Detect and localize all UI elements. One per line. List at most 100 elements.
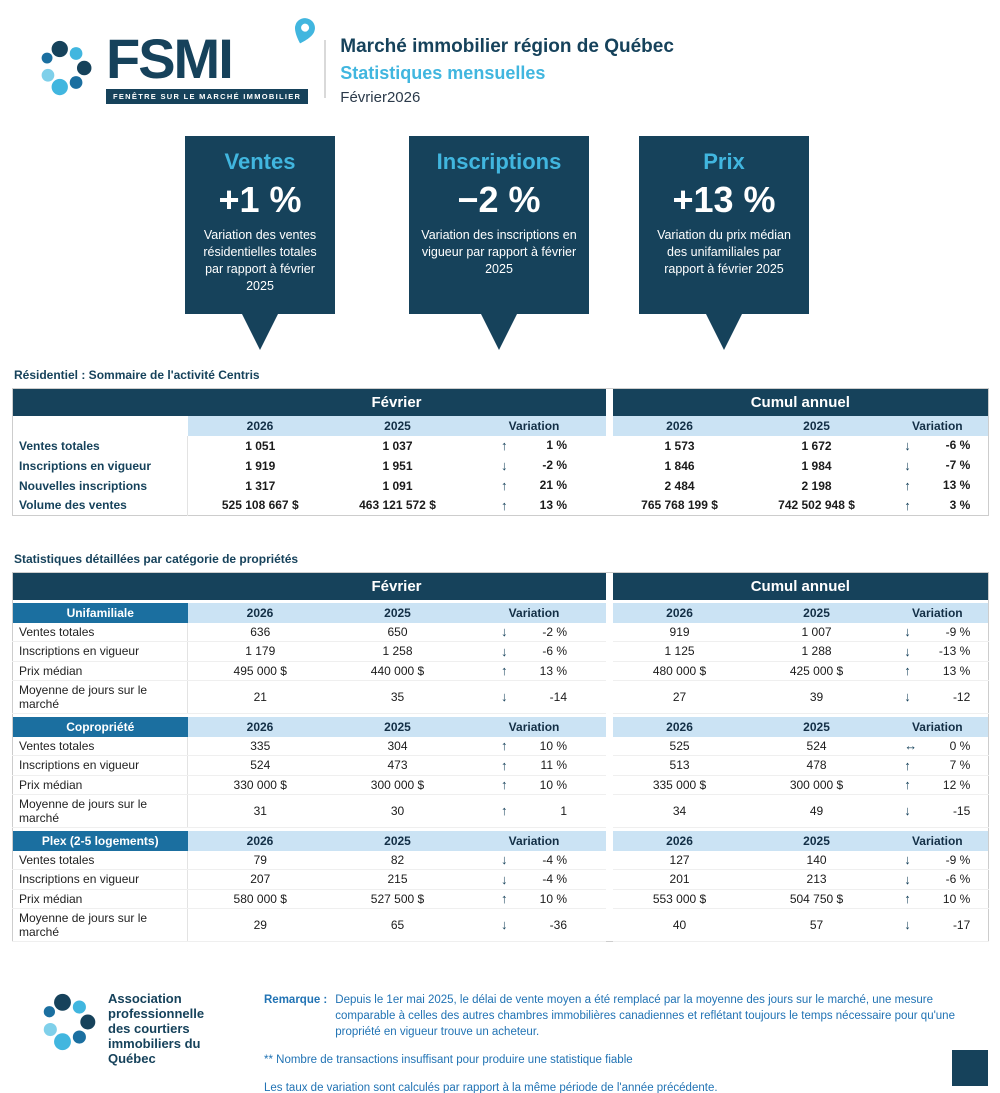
corner-square xyxy=(952,1050,988,1086)
trend-arrow-icon: ↑ xyxy=(501,437,508,453)
trend-arrow-icon: ↑ xyxy=(501,497,508,513)
trend-arrow-icon: ↓ xyxy=(501,689,508,705)
table-row: Prix médian 495 000 $ 440 000 $ ↑ 13 % 48… xyxy=(12,661,989,681)
value-cell: 636 xyxy=(187,622,333,642)
table-gap xyxy=(605,889,613,909)
row-label: Moyenne de jours sur le marché xyxy=(12,794,188,828)
table-gap xyxy=(605,908,613,942)
callout-label: Prix xyxy=(703,149,745,174)
value-cell: 127 xyxy=(612,850,747,870)
value-cell: 207 xyxy=(187,869,333,890)
trend-arrow-icon: ↓ xyxy=(501,624,508,639)
variation-cell: ↓ -15 xyxy=(886,794,989,828)
year-column-header: 2026 xyxy=(612,415,747,436)
row-label: Ventes totales xyxy=(12,435,188,456)
apciq-logo: Association professionnelle des courtier… xyxy=(40,991,220,1067)
table-gap xyxy=(605,869,613,889)
value-cell: 553 000 $ xyxy=(612,889,747,909)
table-gap xyxy=(605,622,613,642)
variation-cell: ↓ -6 % xyxy=(886,869,989,890)
table-row: Prix médian 580 000 $ 527 500 $ ↑ 10 % 55… xyxy=(12,889,989,909)
variation-cell: ↑ 1 % xyxy=(463,436,606,456)
header-divider xyxy=(324,40,327,98)
table-row: Moyenne de jours sur le marché 29 65 ↓ -3… xyxy=(12,908,989,942)
row-label: Inscriptions en vigueur xyxy=(12,641,188,662)
table-row: Volume des ventes 525 108 667 $ 463 121 … xyxy=(12,495,989,516)
table-row: Moyenne de jours sur le marché 21 35 ↓ -1… xyxy=(12,680,989,714)
year-column-header: 2025 xyxy=(332,830,463,851)
value-cell: 1 846 xyxy=(664,458,695,473)
variation-column-header: Variation xyxy=(462,602,606,623)
table-gap xyxy=(605,850,613,870)
brand-logo: FSMI FENÊTRE SUR LE MARCHÉ IMMOBILIER xyxy=(38,18,316,105)
trend-arrow-icon: ↓ xyxy=(904,803,911,819)
variation-value: -15 xyxy=(952,803,971,818)
table-gap xyxy=(605,602,613,623)
value-cell: 765 768 199 $ xyxy=(641,498,718,513)
value-cell: 742 502 948 $ xyxy=(778,498,855,513)
variation-cell: ↓ -12 xyxy=(886,680,989,714)
value-cell: 300 000 $ xyxy=(332,775,463,795)
year-column-header: 2025 xyxy=(746,716,887,737)
table-gap xyxy=(605,388,613,416)
table-row: Prix médian 330 000 $ 300 000 $ ↑ 10 % 33… xyxy=(12,775,989,795)
row-label: Ventes totales xyxy=(12,622,188,642)
year-column-header: 2026 xyxy=(612,602,747,623)
row-label: Prix médian xyxy=(12,775,188,795)
row-label: Inscriptions en vigueur xyxy=(12,455,188,476)
table-gap xyxy=(605,775,613,795)
trend-arrow-icon: ↓ xyxy=(501,643,508,659)
value-cell: 1 179 xyxy=(187,641,333,662)
value-cell: 480 000 $ xyxy=(612,661,747,681)
value-cell: 213 xyxy=(746,869,887,890)
detail-section-title: Statistiques détaillées par catégorie de… xyxy=(14,552,299,566)
year-column-header: 2025 xyxy=(332,415,463,436)
variation-cell: ↑ 11 % xyxy=(462,755,606,776)
row-label: Ventes totales xyxy=(12,850,188,870)
variation-cell: ↔ 0 % xyxy=(886,736,989,756)
variation-value: 1 % xyxy=(546,438,568,453)
value-cell: 463 121 572 $ xyxy=(359,498,436,513)
value-cell: 504 750 $ xyxy=(746,889,887,909)
value-cell: 1 951 xyxy=(382,458,413,473)
variation-value: -13 % xyxy=(938,644,971,658)
row-label: Inscriptions en vigueur xyxy=(12,755,188,776)
swirl-icon xyxy=(43,993,96,1051)
variation-value: 12 % xyxy=(942,777,971,792)
row-label: Volume des ventes xyxy=(12,495,188,516)
variation-cell: ↓ -6 % xyxy=(462,641,606,662)
table-row: Ventes totales 636 650 ↓ -2 % 919 1 007 ↓… xyxy=(12,622,989,642)
callout-label: Ventes xyxy=(224,149,296,174)
variation-value: -36 xyxy=(549,917,568,932)
variation-cell: ↓ -2 % xyxy=(462,622,606,642)
variation-value: -2 % xyxy=(542,624,568,639)
value-cell: 330 000 $ xyxy=(187,775,333,795)
variation-value: 10 % xyxy=(539,777,568,792)
table-gap xyxy=(605,495,613,516)
callout-value: −2 % xyxy=(457,179,541,220)
year-column-header: 2025 xyxy=(332,716,463,737)
variation-note: Les taux de variation sont calculés par … xyxy=(264,1082,718,1093)
variation-value: 11 % xyxy=(540,758,568,772)
pin-icon xyxy=(295,18,316,44)
value-cell: 2 484 xyxy=(664,478,695,493)
year-column-header: 2025 xyxy=(746,602,887,623)
value-cell: 473 xyxy=(332,755,463,776)
year-column-header: 2026 xyxy=(612,716,747,737)
table-row: Ventes totales 1 051 1 037 ↑ 1 % 1 573 1 … xyxy=(12,435,989,456)
variation-column-header: Variation xyxy=(886,415,989,436)
variation-cell: ↑ 10 % xyxy=(886,889,989,909)
variation-cell: ↓ -14 xyxy=(462,680,606,714)
remark: Remarque : Depuis le 1er mai 2025, le dé… xyxy=(264,992,980,1040)
value-cell: 335 xyxy=(187,736,333,756)
variation-value: -9 % xyxy=(945,624,971,639)
brand-wordmark: FSMI FENÊTRE SUR LE MARCHÉ IMMOBILIER xyxy=(106,18,316,105)
variation-cell: ↑ 7 % xyxy=(886,755,989,776)
table-group-header-fevrier: Février xyxy=(187,388,606,416)
value-cell: 650 xyxy=(332,622,463,642)
summary-table: Février Cumul annuel 2026 2025 Variation… xyxy=(12,388,990,516)
year-column-header: 2025 xyxy=(746,415,887,436)
variation-cell: ↑ 13 % xyxy=(462,661,606,681)
callout-description: Variation des ventes résidentielles tota… xyxy=(203,228,317,293)
trend-arrow-icon: ↓ xyxy=(904,624,911,639)
